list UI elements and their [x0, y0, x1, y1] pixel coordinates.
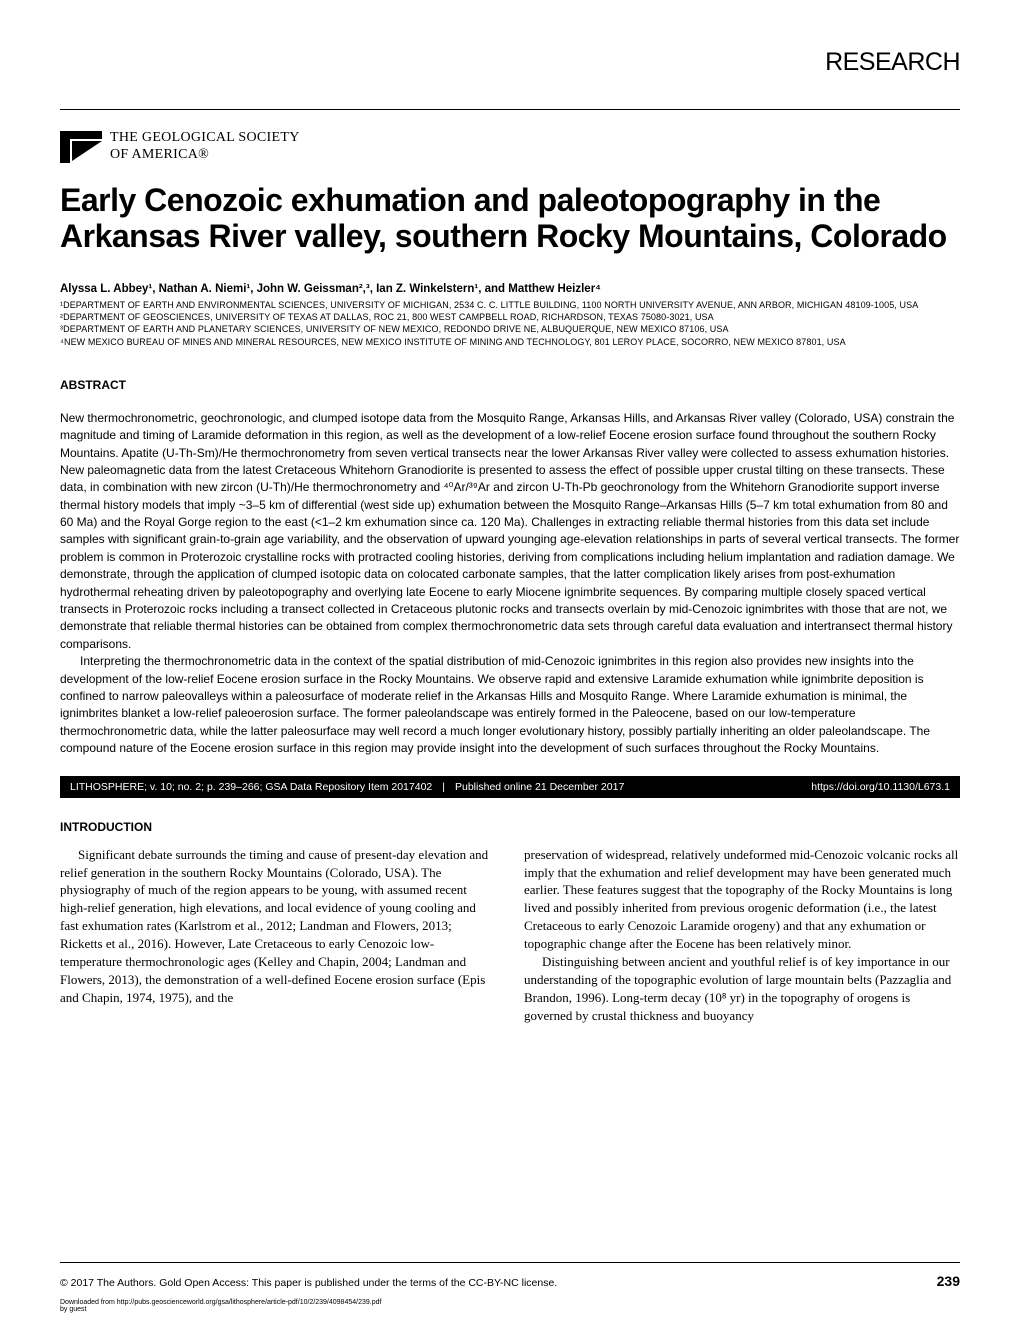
abstract-body: New thermochronometric, geochronologic, …: [60, 410, 960, 758]
footer-rule: [60, 1262, 960, 1263]
publication-bar: LITHOSPHERE; v. 10; no. 2; p. 239–266; G…: [60, 776, 960, 798]
gsa-logo: THE GEOLOGICAL SOCIETY OF AMERICA®: [60, 130, 960, 164]
pub-separator: |: [442, 781, 445, 793]
header-row: RESEARCH: [60, 48, 960, 77]
article-title: Early Cenozoic exhumation and paleotopog…: [60, 182, 960, 256]
download-line2: by guest: [60, 1306, 960, 1314]
intro-left-p1: Significant debate surrounds the timing …: [60, 846, 496, 1007]
download-note: Downloaded from http://pubs.geosciencewo…: [60, 1299, 960, 1314]
footer: © 2017 The Authors. Gold Open Access: Th…: [60, 1262, 960, 1314]
footer-row: © 2017 The Authors. Gold Open Access: Th…: [60, 1273, 960, 1289]
gsa-text: THE GEOLOGICAL SOCIETY OF AMERICA®: [110, 130, 300, 164]
pub-doi: https://doi.org/10.1130/L673.1: [811, 781, 950, 793]
pub-bar-left: LITHOSPHERE; v. 10; no. 2; p. 239–266; G…: [70, 781, 624, 793]
affiliation-1: ¹DEPARTMENT OF EARTH AND ENVIRONMENTAL S…: [60, 299, 960, 311]
pub-citation: LITHOSPHERE; v. 10; no. 2; p. 239–266; G…: [70, 781, 432, 793]
gsa-banner-icon: [60, 131, 102, 163]
intro-right-p1: preservation of widespread, relatively u…: [524, 846, 960, 954]
introduction-heading: INTRODUCTION: [60, 820, 960, 834]
copyright-text: © 2017 The Authors. Gold Open Access: Th…: [60, 1277, 557, 1289]
top-rule: [60, 109, 960, 110]
abstract-p1: New thermochronometric, geochronologic, …: [60, 410, 960, 653]
abstract-heading: ABSTRACT: [60, 378, 960, 392]
affiliation-4: ⁴NEW MEXICO BUREAU OF MINES AND MINERAL …: [60, 336, 960, 348]
affiliation-3: ³DEPARTMENT OF EARTH AND PLANETARY SCIEN…: [60, 323, 960, 335]
section-label: RESEARCH: [825, 48, 960, 77]
introduction-columns: Significant debate surrounds the timing …: [60, 846, 960, 1025]
gsa-line1: THE GEOLOGICAL SOCIETY: [110, 130, 300, 145]
page-number: 239: [937, 1273, 960, 1289]
gsa-line2: OF AMERICA®: [110, 147, 209, 162]
affiliation-2: ²DEPARTMENT OF GEOSCIENCES, UNIVERSITY O…: [60, 311, 960, 323]
authors-line: Alyssa L. Abbey¹, Nathan A. Niemi¹, John…: [60, 283, 960, 295]
affiliations: ¹DEPARTMENT OF EARTH AND ENVIRONMENTAL S…: [60, 299, 960, 348]
download-line1: Downloaded from http://pubs.geosciencewo…: [60, 1299, 960, 1307]
abstract-p2: Interpreting the thermochronometric data…: [60, 653, 960, 757]
pub-published: Published online 21 December 2017: [455, 781, 624, 793]
intro-right-p2: Distinguishing between ancient and youth…: [524, 953, 960, 1025]
